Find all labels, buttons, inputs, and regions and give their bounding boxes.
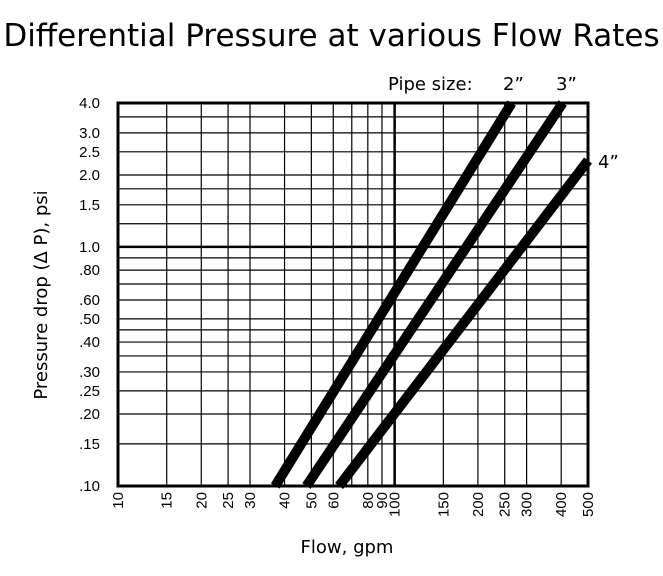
x-tick-label: 25 (220, 492, 237, 509)
legend-item-1: 2” (503, 74, 524, 95)
x-tick-label: 30 (242, 492, 259, 509)
legend-item-2: 3” (556, 74, 577, 95)
y-axis-label: Pressure drop (Δ P), psi (31, 190, 52, 399)
x-tick-label: 40 (277, 492, 294, 509)
plot-frame (116, 101, 590, 488)
legend-item-3: 4” (598, 152, 619, 173)
x-tick-label: 80 (360, 492, 377, 509)
y-tick-label: 2.5 (79, 144, 100, 161)
y-tick-label: .15 (79, 436, 100, 453)
x-tick-label: 15 (159, 492, 176, 509)
series-line-3 (335, 157, 592, 490)
x-tick-label: 250 (497, 492, 514, 517)
series-lines (270, 100, 592, 490)
x-tick-label: 60 (325, 492, 342, 509)
series-line-2 (302, 100, 567, 489)
x-tick-label: 20 (193, 492, 210, 509)
x-tick-label: 500 (580, 492, 597, 517)
y-tick-label: 4.0 (79, 95, 100, 112)
x-tick-label: 200 (470, 492, 487, 517)
y-tick-label: .20 (79, 406, 100, 423)
legend: Pipe size: 2” 3” 4” (388, 74, 619, 173)
y-tick-label: .60 (79, 292, 100, 309)
y-tick-label: 1.0 (79, 239, 100, 256)
x-tick-label: 100 (387, 492, 404, 517)
y-tick-label: .10 (79, 478, 100, 495)
series-line-1 (270, 100, 516, 489)
y-tick-label: .80 (79, 262, 100, 279)
y-tick-label: .30 (79, 364, 100, 381)
y-tick-labels: .10 .15 .20 .25 .30 .40 .50 .60 .80 1.0 1.5 2.0 2.5 3… (79, 95, 100, 495)
legend-title: Pipe size: (388, 74, 473, 95)
chart-title: Differential Pressure at various Flow Ra… (3, 18, 660, 54)
grid-lines (117, 102, 589, 487)
x-tick-label: 10 (110, 492, 127, 509)
y-tick-label: 3.0 (79, 125, 100, 142)
x-axis-label: Flow, gpm (301, 537, 394, 558)
x-tick-label: 400 (553, 492, 570, 517)
y-tick-label: 2.0 (79, 167, 100, 184)
x-tick-label: 90 (374, 492, 391, 509)
y-tick-label: .40 (79, 334, 100, 351)
x-tick-label: 50 (303, 492, 320, 509)
y-tick-label: 1.5 (79, 197, 100, 214)
y-tick-label: .25 (79, 383, 100, 400)
y-tick-label: .50 (79, 311, 100, 328)
x-tick-label: 150 (435, 492, 452, 517)
x-tick-label: 300 (519, 492, 536, 517)
